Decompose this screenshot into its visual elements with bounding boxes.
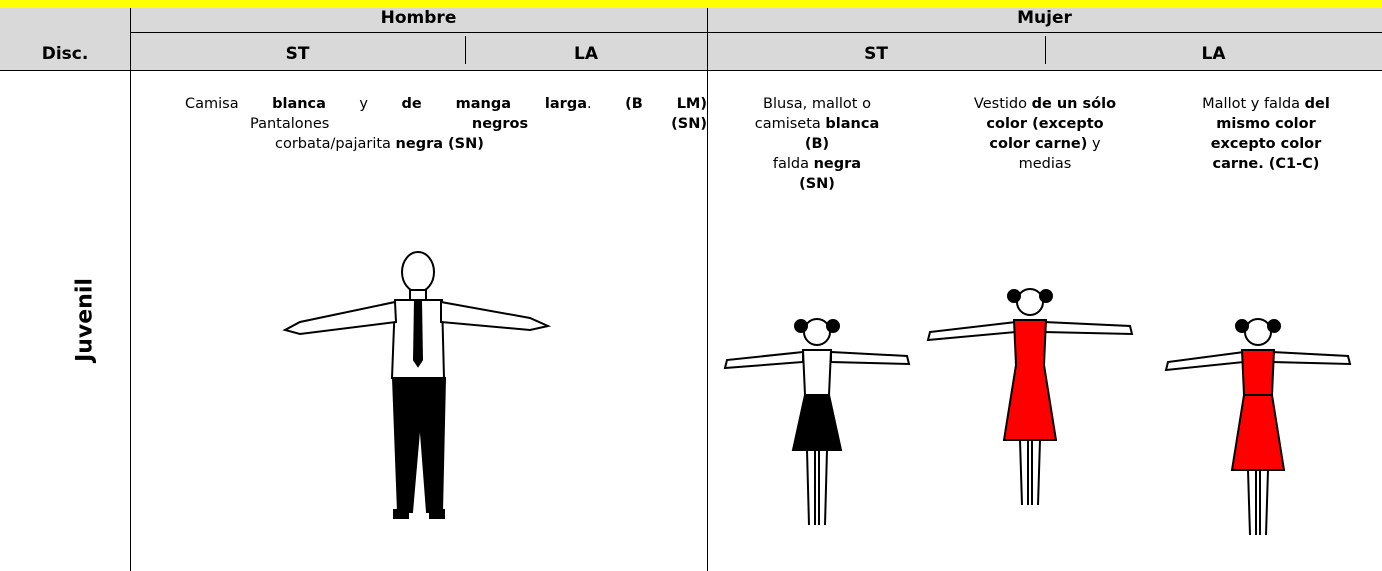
text-run: (B LM) — [625, 96, 707, 112]
yellow-bar — [0, 0, 1382, 8]
header-bg — [0, 8, 1382, 70]
header-cell: ST — [285, 44, 310, 64]
text-line: Blusa, mallot o — [712, 94, 922, 114]
text-run: Vestido — [973, 96, 1032, 112]
rule — [465, 36, 466, 64]
text-run: color carne) — [989, 136, 1088, 152]
text-line: Camisa blanca y de manga larga. (B LM) — [185, 94, 707, 114]
text-run: negra (SN) — [395, 136, 484, 152]
text-run: y — [325, 96, 402, 112]
cell: Camisa blanca y de manga larga. (B LM) Pa… — [185, 94, 707, 154]
text-line: color carne) y — [930, 134, 1160, 154]
header-cell: LA — [574, 44, 598, 64]
header-cell: LA — [1201, 44, 1226, 64]
text-run: (B) — [804, 136, 830, 152]
rule — [130, 8, 131, 571]
text-run: camiseta — [754, 116, 826, 132]
text-line: corbata/pajarita negra (SN) — [275, 134, 707, 154]
text-line: (B) — [712, 134, 922, 154]
text-run: corbata/pajarita — [275, 136, 396, 152]
text-run: negra — [813, 156, 862, 172]
header-cell: ST — [864, 44, 888, 64]
rule — [707, 8, 708, 571]
girl-figure — [1164, 318, 1352, 536]
cell: Vestido de un sólo color (excepto color ca… — [930, 94, 1160, 174]
header-cell: Mujer — [1017, 8, 1072, 28]
text-run: (SN) — [528, 116, 707, 132]
text-line: medias — [930, 154, 1160, 174]
text-run: de un sólo — [1031, 96, 1117, 112]
text-run: medias — [1018, 156, 1072, 172]
text-run: de manga larga — [401, 96, 587, 112]
text-run: excepto color — [1210, 136, 1322, 152]
text-run: Mallot y falda — [1202, 96, 1305, 112]
text-run: blanca — [825, 116, 880, 132]
text-line: Mallot y falda del — [1150, 94, 1382, 114]
text-line: carne. (C1-C) — [1150, 154, 1382, 174]
rule — [0, 70, 1382, 71]
text-run: carne. (C1-C) — [1212, 156, 1320, 172]
rule — [130, 32, 1382, 33]
text-line: (SN) — [712, 174, 922, 194]
text-line: Pantalones negros (SN) — [250, 114, 707, 134]
cell: Mallot y falda del mismo color excepto col… — [1150, 94, 1382, 174]
text-run: Blusa, mallot o — [763, 96, 871, 112]
girl-figure — [723, 318, 911, 526]
text-line: camiseta blanca — [712, 114, 922, 134]
cell: Blusa, mallot o camiseta blanca (B) falda n… — [712, 94, 922, 194]
text-line: color (excepto — [930, 114, 1160, 134]
text-run: . — [587, 96, 626, 112]
text-line: Vestido de un sólo — [930, 94, 1160, 114]
header-cell: Disc. — [41, 44, 89, 64]
girl-figure — [926, 288, 1134, 506]
text-run: Pantalones — [250, 116, 472, 132]
text-run: color (excepto — [986, 116, 1104, 132]
text-run: y — [1087, 136, 1101, 152]
text-run: (SN) — [799, 176, 835, 192]
text-line: mismo color — [1150, 114, 1382, 134]
text-run: blanca — [272, 96, 326, 112]
text-run: del — [1304, 96, 1330, 112]
text-line: falda negra — [712, 154, 922, 174]
text-run: falda — [772, 156, 814, 172]
text-line: excepto color — [1150, 134, 1382, 154]
text-run: negros — [471, 116, 529, 132]
header-cell: Hombre — [380, 8, 457, 28]
text-run: Camisa — [185, 96, 273, 112]
man-figure — [282, 251, 552, 519]
text-run: mismo color — [1216, 116, 1316, 132]
rule — [1045, 36, 1046, 64]
